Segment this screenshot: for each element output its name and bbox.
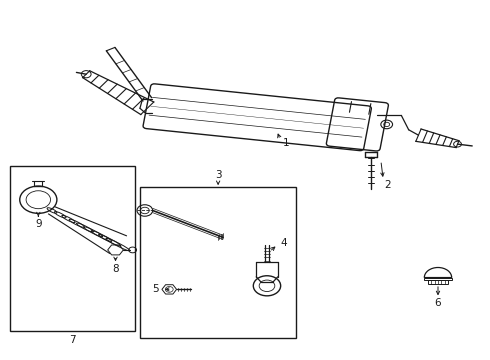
Text: 4: 4 — [280, 238, 287, 248]
Bar — [140, 187, 296, 338]
Bar — [424, 278, 452, 280]
Text: 6: 6 — [435, 298, 441, 308]
Text: 5: 5 — [152, 284, 159, 294]
Text: 1: 1 — [283, 139, 289, 148]
Bar — [428, 280, 448, 284]
Text: 8: 8 — [112, 264, 119, 274]
Text: 9: 9 — [35, 219, 42, 229]
Text: 2: 2 — [385, 180, 392, 190]
Bar — [10, 166, 135, 330]
Text: 7: 7 — [70, 334, 76, 345]
Text: 3: 3 — [215, 170, 221, 180]
